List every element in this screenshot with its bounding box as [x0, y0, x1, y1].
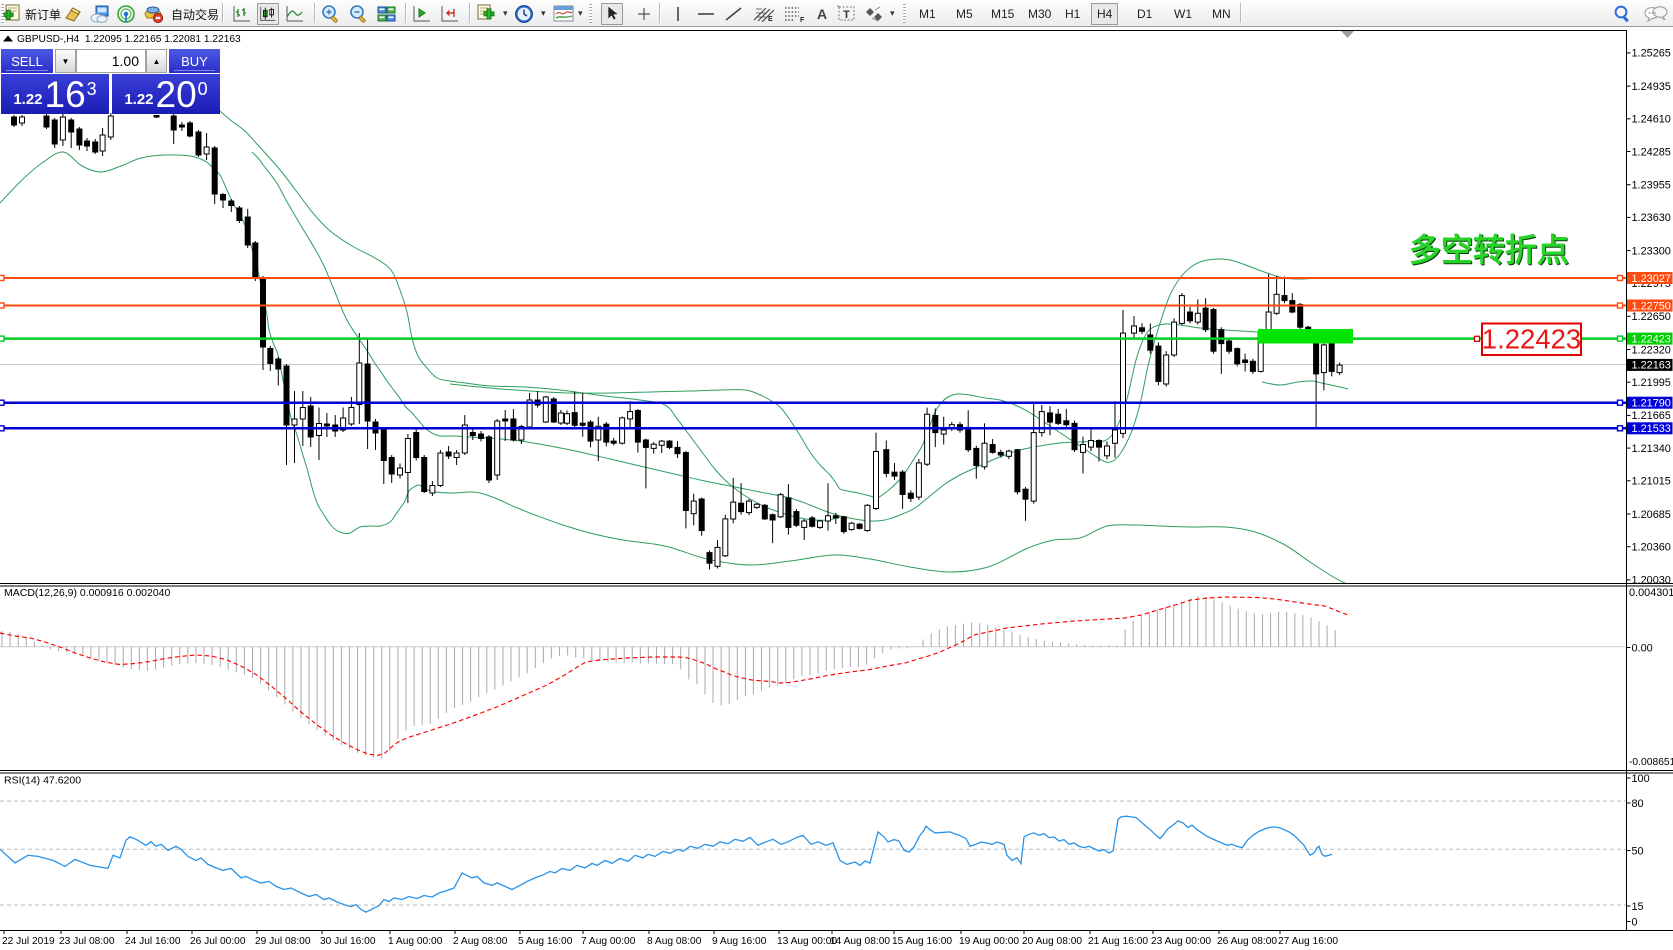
- svg-text:22 Jul 2019: 22 Jul 2019: [2, 936, 55, 947]
- svg-text:20 Aug 08:00: 20 Aug 08:00: [1022, 936, 1082, 947]
- svg-text:29 Jul 08:00: 29 Jul 08:00: [255, 936, 311, 947]
- svg-text:1.25265: 1.25265: [1632, 48, 1671, 60]
- svg-text:1.21995: 1.21995: [1632, 377, 1671, 389]
- svg-text:2 Aug 08:00: 2 Aug 08:00: [453, 936, 508, 947]
- svg-text:0.004301: 0.004301: [1629, 587, 1673, 599]
- svg-text:100: 100: [1632, 773, 1650, 785]
- svg-text:1.21790: 1.21790: [1632, 398, 1671, 410]
- svg-text:1.23630: 1.23630: [1632, 212, 1671, 224]
- svg-text:1.24935: 1.24935: [1632, 81, 1671, 93]
- svg-text:1.24285: 1.24285: [1632, 146, 1671, 158]
- svg-text:1.22650: 1.22650: [1632, 311, 1671, 323]
- svg-text:1.22163: 1.22163: [1632, 360, 1671, 372]
- svg-text:1.21533: 1.21533: [1632, 423, 1671, 435]
- svg-text:E: E: [768, 16, 773, 23]
- svg-text:15 Aug 16:00: 15 Aug 16:00: [892, 936, 952, 947]
- svg-text:1.21015: 1.21015: [1632, 476, 1671, 488]
- svg-text:0: 0: [1632, 916, 1638, 928]
- svg-text:GBPUSD-,H4 1.22095 1.22165 1.: GBPUSD-,H4 1.22095 1.22165 1.22081 1.221…: [17, 34, 241, 45]
- svg-text:1.20030: 1.20030: [1632, 575, 1671, 587]
- svg-text:1.22750: 1.22750: [1632, 300, 1671, 312]
- svg-text:14 Aug 08:00: 14 Aug 08:00: [830, 936, 890, 947]
- svg-text:1.23027: 1.23027: [1632, 273, 1671, 285]
- svg-text:1.24610: 1.24610: [1632, 114, 1671, 126]
- svg-text:-0.008651: -0.008651: [1629, 757, 1673, 768]
- svg-text:1.23955: 1.23955: [1632, 180, 1671, 192]
- svg-text:30 Jul 16:00: 30 Jul 16:00: [320, 936, 376, 947]
- svg-text:1.22423: 1.22423: [1482, 324, 1581, 355]
- svg-text:多空转折点: 多空转折点: [1409, 232, 1569, 268]
- svg-text:15: 15: [1632, 901, 1644, 913]
- svg-text:26 Jul 00:00: 26 Jul 00:00: [190, 936, 246, 947]
- svg-text:9 Aug 16:00: 9 Aug 16:00: [712, 936, 767, 947]
- svg-text:1.21340: 1.21340: [1632, 443, 1671, 455]
- svg-text:T: T: [843, 9, 850, 21]
- svg-text:1.23300: 1.23300: [1632, 245, 1671, 257]
- svg-text:80: 80: [1632, 798, 1644, 810]
- svg-text:19 Aug 00:00: 19 Aug 00:00: [959, 936, 1019, 947]
- svg-text:1.22423: 1.22423: [1632, 333, 1671, 345]
- svg-text:1.20685: 1.20685: [1632, 509, 1671, 521]
- svg-text:23 Aug 00:00: 23 Aug 00:00: [1151, 936, 1211, 947]
- svg-text:50: 50: [1632, 845, 1644, 857]
- svg-text:5 Aug 16:00: 5 Aug 16:00: [518, 936, 573, 947]
- svg-text:RSI(14) 47.6200: RSI(14) 47.6200: [4, 775, 81, 787]
- svg-text:13 Aug 00:00: 13 Aug 00:00: [777, 936, 837, 947]
- svg-text:0.00: 0.00: [1632, 642, 1653, 654]
- svg-text:7 Aug 00:00: 7 Aug 00:00: [581, 936, 636, 947]
- svg-text:MACD(12,26,9) 0.000916 0.00204: MACD(12,26,9) 0.000916 0.002040: [4, 587, 171, 599]
- svg-text:24 Jul 16:00: 24 Jul 16:00: [125, 936, 181, 947]
- svg-text:26 Aug 08:00: 26 Aug 08:00: [1217, 936, 1277, 947]
- svg-text:1.21665: 1.21665: [1632, 410, 1671, 422]
- svg-text:F: F: [800, 17, 805, 24]
- svg-text:1.20360: 1.20360: [1632, 542, 1671, 554]
- svg-text:1 Aug 00:00: 1 Aug 00:00: [388, 936, 443, 947]
- svg-text:27 Aug 16:00: 27 Aug 16:00: [1278, 936, 1338, 947]
- svg-text:23 Jul 08:00: 23 Jul 08:00: [59, 936, 115, 947]
- svg-text:8 Aug 08:00: 8 Aug 08:00: [647, 936, 702, 947]
- svg-text:1.22320: 1.22320: [1632, 344, 1671, 356]
- svg-text:21 Aug 16:00: 21 Aug 16:00: [1088, 936, 1148, 947]
- svg-text:A: A: [817, 6, 827, 22]
